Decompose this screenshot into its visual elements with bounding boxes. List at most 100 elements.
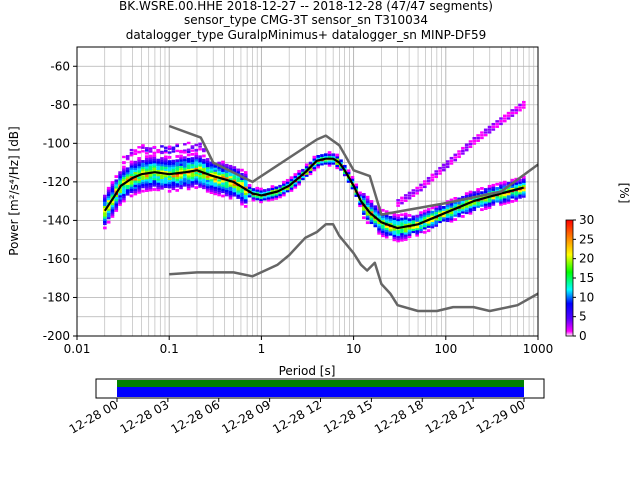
psd-density-cell bbox=[186, 162, 191, 165]
psd-density-cell bbox=[449, 204, 454, 208]
psd-density-cell bbox=[152, 173, 157, 177]
psd-density-cell bbox=[476, 196, 480, 200]
psd-density-cell bbox=[144, 174, 149, 178]
psd-density-cell bbox=[518, 103, 522, 107]
psd-density-cell bbox=[163, 178, 168, 182]
psd-density-cell bbox=[118, 171, 122, 175]
psd-density-cell bbox=[335, 166, 339, 170]
psd-density-cell bbox=[186, 174, 191, 178]
psd-density-cell bbox=[183, 164, 187, 168]
psd-density-cell bbox=[118, 175, 122, 179]
psd-density-cell bbox=[518, 191, 522, 195]
psd-density-cell bbox=[148, 178, 153, 181]
psd-density-cell bbox=[499, 200, 503, 204]
psd-density-cell bbox=[190, 174, 195, 177]
psd-density-cell bbox=[384, 227, 389, 231]
psd-density-cell bbox=[236, 181, 240, 185]
psd-density-cell bbox=[122, 191, 126, 194]
psd-density-cell bbox=[167, 151, 172, 154]
psd-density-cell bbox=[251, 190, 256, 194]
psd-density-cell bbox=[160, 157, 164, 160]
psd-density-cell bbox=[144, 152, 149, 155]
psd-density-cell bbox=[190, 163, 195, 167]
plot-frame bbox=[76, 46, 539, 337]
psd-density-cell bbox=[236, 174, 240, 178]
psd-density-cell bbox=[236, 196, 240, 199]
psd-density-cell bbox=[240, 194, 244, 197]
psd-density-cell bbox=[381, 217, 385, 221]
psd-density-cell bbox=[449, 207, 454, 210]
psd-density-cell bbox=[122, 199, 126, 203]
psd-density-cell bbox=[156, 158, 160, 162]
psd-density-cell bbox=[118, 203, 122, 206]
timeline-tick-label: 12-28 21 bbox=[423, 397, 477, 436]
colorbar-tick-label: 25 bbox=[579, 232, 594, 246]
psd-density-cell bbox=[122, 180, 126, 184]
psd-density-cell bbox=[205, 166, 210, 170]
psd-density-cell bbox=[388, 215, 393, 219]
psd-density-cell bbox=[152, 145, 157, 149]
psd-density-cell bbox=[217, 168, 221, 171]
psd-density-cell bbox=[293, 181, 298, 185]
psd-density-cell bbox=[327, 163, 332, 167]
psd-density-cell bbox=[449, 213, 454, 217]
psd-density-cell bbox=[209, 165, 214, 169]
psd-density-cell bbox=[213, 181, 218, 185]
psd-density-cell bbox=[457, 201, 461, 205]
psd-density-cell bbox=[232, 187, 237, 191]
psd-density-cell bbox=[175, 165, 180, 169]
psd-density-cell bbox=[403, 227, 408, 231]
psd-density-cell bbox=[183, 162, 187, 166]
psd-density-cell bbox=[419, 223, 423, 227]
psd-density-cell bbox=[205, 177, 210, 180]
psd-density-cell bbox=[221, 194, 225, 198]
psd-density-cell bbox=[499, 117, 503, 120]
psd-density-cell bbox=[205, 158, 210, 161]
psd-density-cell bbox=[335, 164, 339, 168]
psd-density-cell bbox=[205, 162, 210, 166]
psd-density-cell bbox=[522, 190, 526, 194]
psd-density-cell bbox=[335, 155, 339, 159]
psd-density-cell bbox=[137, 163, 141, 167]
psd-density-cell bbox=[472, 191, 477, 195]
psd-density-cell bbox=[377, 212, 381, 216]
psd-density-cell bbox=[518, 195, 522, 199]
psd-density-cell bbox=[183, 168, 187, 172]
psd-density-cell bbox=[133, 173, 138, 177]
psd-density-cell bbox=[103, 205, 107, 209]
psd-density-cell bbox=[144, 170, 149, 173]
psd-density-cell bbox=[343, 173, 347, 177]
psd-density-cell bbox=[282, 182, 286, 186]
psd-density-cell bbox=[156, 169, 160, 173]
psd-density-cell bbox=[453, 209, 458, 213]
psd-density-cell bbox=[487, 206, 492, 209]
psd-density-cell bbox=[491, 185, 496, 189]
mean-psd-curve bbox=[103, 157, 524, 230]
psd-density-cell bbox=[510, 111, 515, 115]
psd-density-cell bbox=[190, 159, 195, 163]
psd-density-cell bbox=[449, 202, 454, 206]
psd-density-cell bbox=[434, 172, 439, 176]
psd-density-cell bbox=[152, 179, 157, 183]
psd-density-cell bbox=[396, 199, 400, 202]
psd-density-cell bbox=[415, 186, 419, 190]
psd-density-cell bbox=[240, 187, 244, 191]
psd-density-cell bbox=[480, 201, 484, 205]
psd-density-cell bbox=[506, 117, 511, 120]
psd-density-cell bbox=[160, 159, 164, 163]
psd-density-cell bbox=[518, 109, 522, 112]
psd-density-cell bbox=[491, 196, 496, 200]
psd-density-cell bbox=[502, 114, 507, 117]
timeline-tick-label: 12-29 00 bbox=[474, 397, 528, 436]
psd-density-cell bbox=[103, 213, 107, 217]
psd-density-cell bbox=[167, 162, 172, 166]
psd-density-cell bbox=[228, 194, 233, 198]
psd-density-cell bbox=[403, 235, 408, 239]
psd-density-cell bbox=[217, 182, 221, 186]
psd-density-cell bbox=[464, 204, 469, 208]
psd-density-cell bbox=[152, 183, 157, 187]
psd-density-cell bbox=[122, 193, 126, 197]
psd-density-cell bbox=[171, 174, 176, 178]
psd-density-cell bbox=[213, 190, 218, 194]
